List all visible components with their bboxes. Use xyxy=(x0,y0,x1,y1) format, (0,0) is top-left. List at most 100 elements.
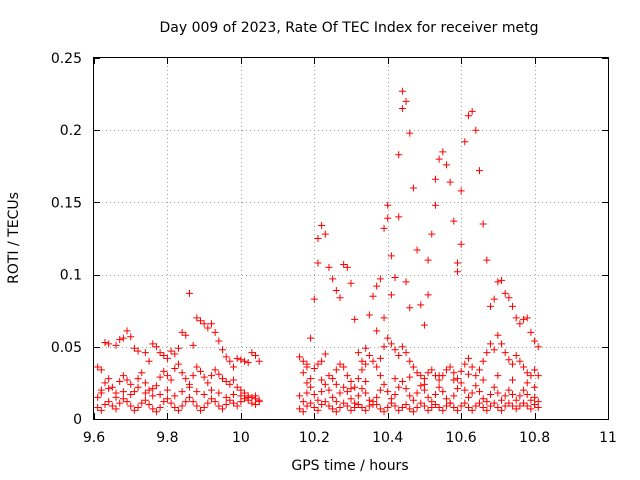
data-point xyxy=(149,405,157,413)
data-point xyxy=(351,403,359,411)
data-point xyxy=(343,263,351,271)
data-point xyxy=(520,363,528,371)
data-point xyxy=(332,286,340,294)
data-point xyxy=(453,268,461,276)
data-point xyxy=(384,403,392,411)
data-point xyxy=(468,406,476,414)
data-point xyxy=(119,334,127,342)
data-point xyxy=(523,390,531,398)
data-point xyxy=(398,105,406,113)
data-point xyxy=(479,403,487,411)
data-point xyxy=(464,112,472,120)
data-point xyxy=(156,403,164,411)
data-point xyxy=(149,385,157,393)
data-point xyxy=(512,396,520,404)
data-point xyxy=(127,390,135,398)
data-point xyxy=(531,366,539,374)
data-point xyxy=(420,402,428,410)
data-point xyxy=(420,380,428,388)
data-point xyxy=(453,385,461,393)
data-point xyxy=(365,311,373,319)
data-point xyxy=(152,382,160,390)
data-point xyxy=(167,376,175,384)
data-point xyxy=(204,399,212,407)
data-point xyxy=(450,403,458,411)
data-point xyxy=(347,279,355,287)
data-point xyxy=(523,314,531,322)
data-point xyxy=(318,357,326,365)
data-point xyxy=(233,354,241,362)
data-point xyxy=(453,375,461,383)
data-point xyxy=(417,399,425,407)
data-point xyxy=(336,403,344,411)
data-point xyxy=(406,373,414,381)
data-point xyxy=(174,344,182,352)
data-point xyxy=(160,398,168,406)
data-point xyxy=(476,366,483,374)
data-point xyxy=(479,357,487,365)
data-point xyxy=(325,263,333,271)
data-point xyxy=(373,282,381,290)
data-point xyxy=(362,377,370,385)
data-point xyxy=(314,259,322,267)
data-point xyxy=(391,346,399,354)
data-point xyxy=(156,349,164,357)
data-point xyxy=(178,388,186,396)
data-point xyxy=(230,363,238,371)
data-point xyxy=(406,392,414,400)
data-point xyxy=(145,386,153,394)
data-point xyxy=(380,343,388,351)
data-point xyxy=(483,256,491,264)
data-point xyxy=(428,366,436,374)
data-point xyxy=(347,395,355,403)
data-point xyxy=(520,399,528,407)
data-point xyxy=(527,396,535,404)
data-point xyxy=(174,360,182,368)
data-point xyxy=(398,343,406,351)
data-point xyxy=(384,334,392,342)
data-point xyxy=(219,375,226,383)
data-point xyxy=(141,379,149,387)
data-point xyxy=(296,392,304,400)
data-point xyxy=(163,372,171,380)
data-point xyxy=(167,347,175,355)
data-point xyxy=(314,406,322,414)
data-point xyxy=(516,357,524,365)
data-point xyxy=(505,399,513,407)
data-point xyxy=(325,402,333,410)
data-point xyxy=(108,402,116,410)
data-point xyxy=(226,357,234,365)
data-point xyxy=(215,337,223,345)
data-point xyxy=(365,402,373,410)
data-point xyxy=(116,336,124,344)
data-point xyxy=(97,406,105,414)
data-point xyxy=(134,347,142,355)
data-point xyxy=(487,340,495,348)
y-tick-label: 0.05 xyxy=(51,340,82,356)
data-point xyxy=(119,395,127,403)
data-point xyxy=(457,402,465,410)
data-point xyxy=(446,178,454,186)
y-tick-label: 0.1 xyxy=(60,268,82,284)
data-point xyxy=(406,357,414,365)
data-point xyxy=(167,399,175,407)
data-point xyxy=(402,97,410,105)
data-point xyxy=(527,405,535,413)
data-point xyxy=(487,390,495,398)
data-point xyxy=(442,395,450,403)
data-point xyxy=(512,314,520,322)
data-point xyxy=(424,406,432,414)
data-point xyxy=(193,388,201,396)
data-point xyxy=(340,383,348,391)
x-tick-labels: 9.6 9.8 10 10.2 10.4 10.6 10.8 11 xyxy=(83,430,617,446)
data-point xyxy=(387,340,395,348)
data-point xyxy=(464,393,472,401)
data-point xyxy=(534,403,542,411)
data-point xyxy=(351,315,359,323)
data-point xyxy=(398,403,406,411)
data-point xyxy=(193,402,201,410)
data-point xyxy=(310,295,318,303)
data-point xyxy=(193,314,201,322)
data-point xyxy=(380,224,388,232)
data-point xyxy=(523,402,531,410)
